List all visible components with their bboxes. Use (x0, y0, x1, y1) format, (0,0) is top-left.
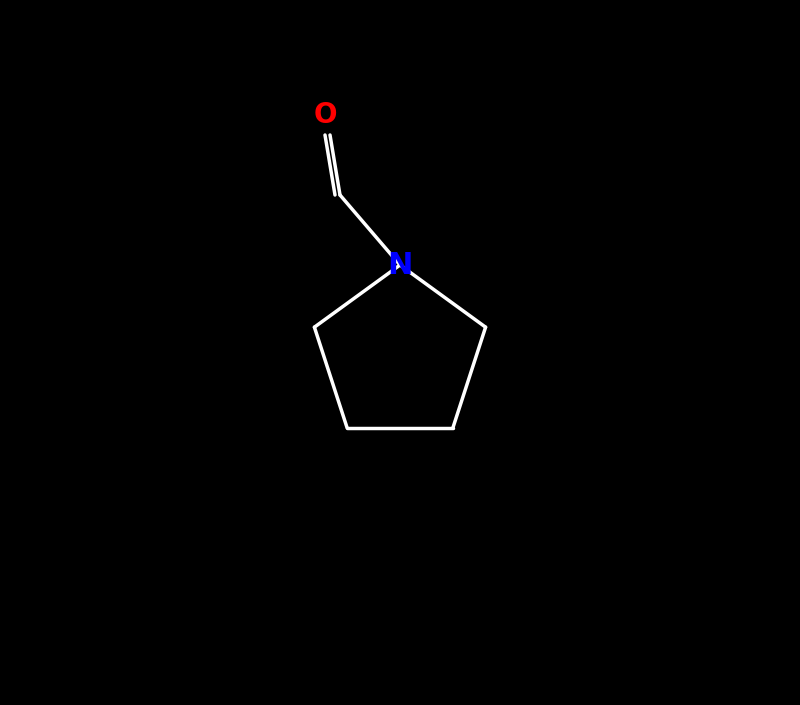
Text: O: O (314, 101, 337, 129)
Text: N: N (387, 250, 413, 279)
